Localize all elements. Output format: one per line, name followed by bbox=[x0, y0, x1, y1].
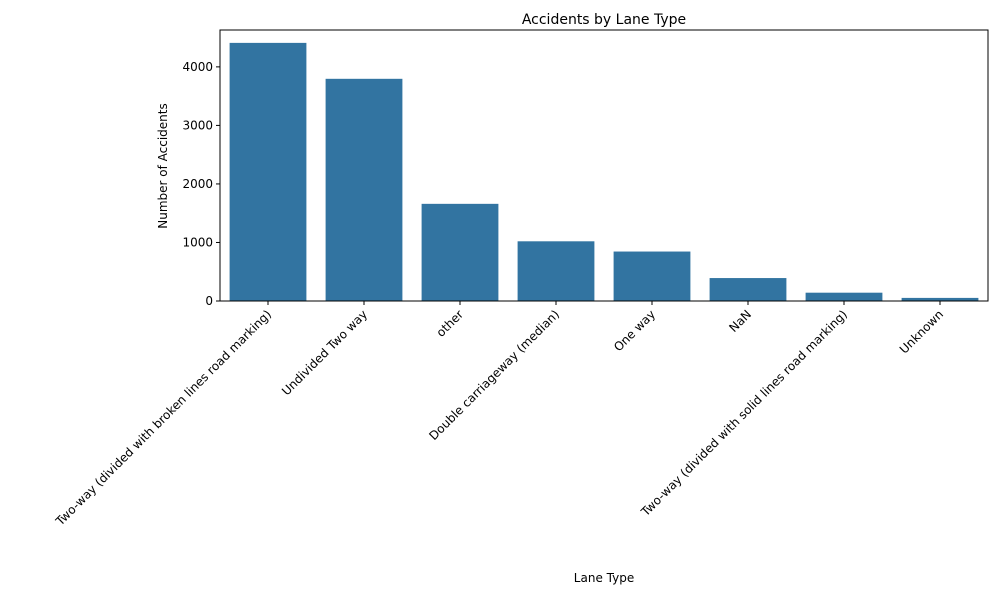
plot-frame bbox=[219, 29, 989, 302]
bar-0 bbox=[229, 42, 307, 301]
y-tick-label-0: 0 bbox=[205, 294, 213, 308]
bar-5 bbox=[709, 278, 787, 301]
y-tick-label-4: 4000 bbox=[182, 60, 213, 74]
bars-group bbox=[229, 42, 979, 301]
chart-title: Accidents by Lane Type bbox=[522, 12, 686, 28]
bar-2 bbox=[421, 203, 499, 301]
x-tick-label-4: One way bbox=[611, 307, 658, 354]
x-tick-label-2: other bbox=[434, 307, 467, 340]
y-tick-label-1: 1000 bbox=[182, 235, 213, 249]
bar-6 bbox=[805, 292, 883, 301]
y-tick-label-2: 2000 bbox=[182, 177, 213, 191]
x-axis-label: Lane Type bbox=[574, 571, 634, 585]
bar-3 bbox=[517, 241, 595, 301]
bar-4 bbox=[613, 251, 691, 301]
y-tick-label-3: 3000 bbox=[182, 118, 213, 132]
x-tick-label-0: Two-way (divided with broken lines road … bbox=[52, 307, 274, 529]
y-axis-label: Number of Accidents bbox=[156, 103, 170, 229]
bar-7 bbox=[901, 297, 979, 301]
y-axis-ticks: 0 1000 2000 3000 4000 bbox=[182, 60, 220, 308]
x-tick-label-6: Two-way (divided with solid lines road m… bbox=[638, 307, 850, 519]
x-tick-label-7: Unknown bbox=[897, 307, 946, 356]
bar-1 bbox=[325, 78, 403, 301]
x-tick-label-5: NaN bbox=[726, 307, 754, 335]
x-axis-ticks: Two-way (divided with broken lines road … bbox=[52, 301, 946, 529]
x-tick-label-1: Undivided Two way bbox=[279, 307, 370, 398]
